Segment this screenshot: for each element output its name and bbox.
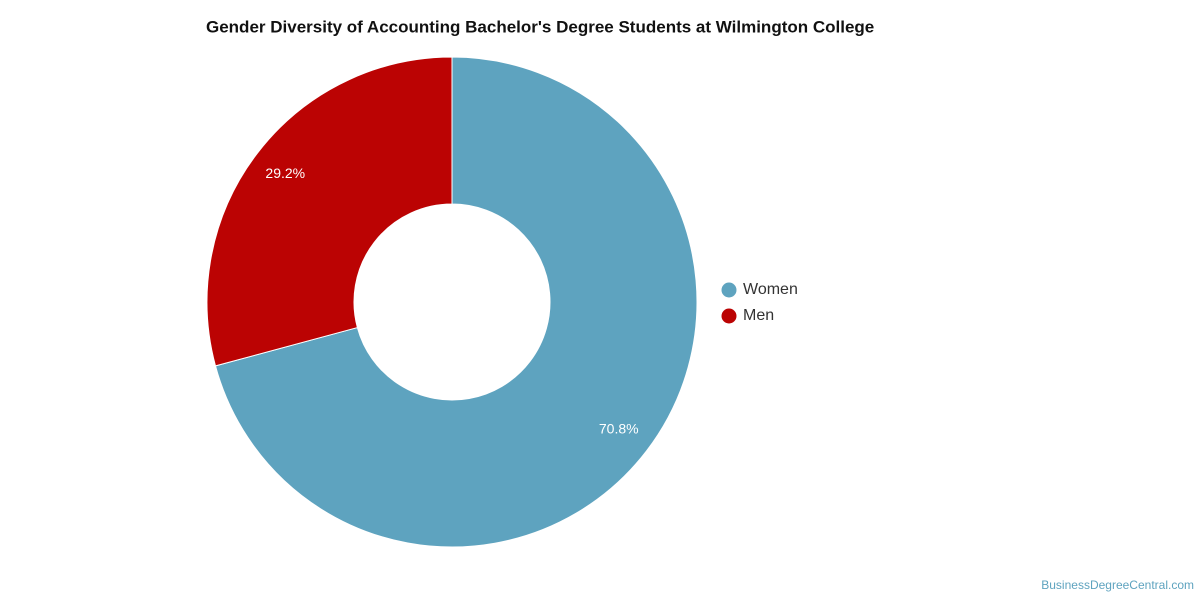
donut-slice bbox=[206, 56, 453, 367]
legend-label: Women bbox=[743, 281, 798, 298]
legend-label: Men bbox=[743, 307, 774, 324]
legend-swatch bbox=[721, 308, 737, 324]
data-label: 70.8% bbox=[599, 420, 639, 436]
data-label: 29.2% bbox=[265, 165, 305, 181]
chart-title: Gender Diversity of Accounting Bachelor'… bbox=[206, 17, 874, 36]
donut-slice bbox=[214, 56, 698, 548]
credit[interactable]: BusinessDegreeCentral.com bbox=[1041, 578, 1194, 592]
legend-swatch bbox=[721, 282, 737, 298]
